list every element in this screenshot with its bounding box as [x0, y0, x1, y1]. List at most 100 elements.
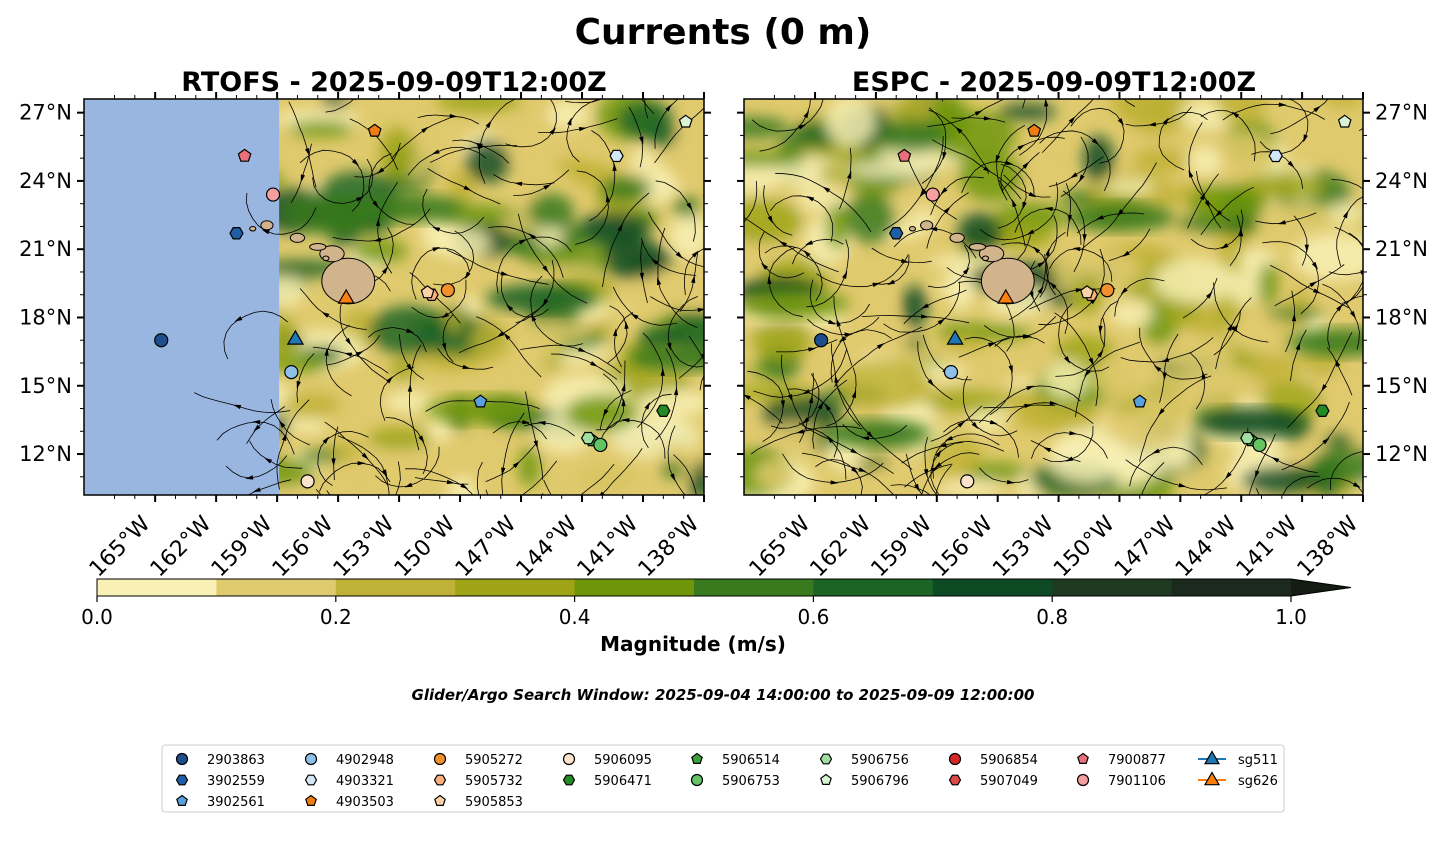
field-blob	[874, 118, 949, 153]
streamline	[1042, 99, 1095, 153]
stream-arrow	[1227, 323, 1233, 332]
streamline	[1114, 278, 1165, 317]
stream-arrow	[533, 440, 538, 449]
streamline	[485, 444, 536, 482]
streamline	[924, 437, 938, 495]
legend-label-2903863: 2903863	[207, 753, 265, 768]
stream-arrow	[780, 400, 785, 409]
stream-arrow	[665, 104, 672, 112]
field-blob	[1258, 262, 1279, 306]
streamline	[326, 461, 401, 495]
stream-arrow	[1138, 514, 1142, 522]
streamline	[983, 316, 1057, 338]
stream-arrow	[345, 337, 352, 346]
marker-5906756	[1240, 431, 1255, 445]
streamline	[1077, 212, 1145, 234]
stream-arrow	[1336, 303, 1343, 312]
streamline	[1213, 282, 1269, 343]
field-blob	[660, 459, 685, 479]
stream-arrow	[1321, 384, 1328, 392]
stream-arrow	[1012, 199, 1017, 208]
legend-label-3902559: 3902559	[207, 774, 265, 789]
streamline	[398, 334, 425, 380]
streamline	[1060, 136, 1089, 197]
marker-5906753	[593, 437, 608, 453]
colorbar-bin	[694, 579, 814, 596]
streamline	[312, 158, 374, 204]
streamline	[411, 279, 467, 319]
streamline	[890, 484, 931, 495]
streamline	[768, 247, 803, 318]
island	[920, 220, 934, 231]
streamline	[391, 117, 450, 159]
x-tick-label: 150°W	[390, 511, 461, 582]
stream-arrow	[406, 328, 415, 333]
field-blob	[288, 120, 354, 138]
streamline	[958, 337, 1010, 358]
field-blob	[921, 434, 983, 476]
marker-5905853	[420, 285, 435, 299]
stream-arrow	[1364, 252, 1368, 260]
streamline	[325, 324, 352, 397]
streamline	[1048, 156, 1104, 188]
stream-arrow	[357, 461, 366, 466]
stream-arrow	[617, 223, 623, 232]
stream-arrow	[1045, 248, 1050, 257]
stream-arrow	[496, 331, 505, 338]
stream-arrow	[1117, 209, 1124, 217]
stream-arrow	[1220, 243, 1229, 250]
x-tick-label: 159°W	[207, 511, 278, 582]
streamline	[580, 463, 615, 495]
stream-arrow	[1224, 471, 1232, 480]
streamline	[802, 452, 895, 495]
stream-arrow	[919, 189, 926, 198]
streamline	[826, 367, 857, 427]
stream-arrow	[1068, 116, 1076, 124]
stream-arrow	[690, 275, 696, 284]
legend-label-3902561: 3902561	[207, 795, 265, 810]
field-band	[486, 284, 597, 313]
field-blob	[1230, 270, 1257, 307]
stream-arrow	[503, 332, 511, 340]
streamline	[385, 417, 428, 475]
streamline	[805, 427, 847, 480]
streamline	[1080, 162, 1157, 251]
streamline	[1326, 347, 1353, 396]
colorbar-tick-label: 1.0	[1275, 605, 1307, 629]
stream-arrow	[1122, 250, 1130, 257]
island	[908, 225, 916, 232]
legend-marker-5905272	[433, 752, 447, 766]
stream-arrow	[1044, 206, 1053, 212]
colorbar-bin	[335, 579, 456, 596]
streamline	[477, 461, 483, 495]
legend-label-5905272: 5905272	[465, 753, 523, 768]
stream-arrow	[1097, 349, 1104, 358]
streamline	[763, 185, 793, 236]
streamline	[520, 344, 622, 374]
stream-arrow	[1376, 209, 1381, 217]
stream-arrow	[449, 113, 458, 119]
streamline	[1070, 107, 1125, 164]
streamline	[648, 212, 704, 268]
streamline	[409, 344, 422, 451]
streamlines-rtofs	[194, 99, 704, 495]
streamline	[1120, 337, 1214, 363]
stream-arrow	[828, 319, 837, 325]
streamline	[943, 419, 1020, 458]
streamline	[833, 326, 923, 388]
stream-arrow	[660, 367, 665, 376]
streamline	[678, 354, 704, 379]
stream-arrow	[858, 467, 867, 472]
land-rtofs	[249, 220, 376, 305]
stream-arrow	[838, 336, 847, 343]
streamline	[983, 404, 1056, 409]
streamline	[1282, 475, 1320, 495]
streamline	[290, 143, 312, 204]
marker-7901106	[265, 187, 281, 202]
frame-rtofs	[83, 98, 705, 496]
stream-arrow	[957, 421, 966, 428]
streamline	[839, 147, 852, 210]
streamline	[1255, 212, 1317, 225]
stream-arrow	[1277, 220, 1286, 225]
stream-arrow	[351, 158, 359, 166]
